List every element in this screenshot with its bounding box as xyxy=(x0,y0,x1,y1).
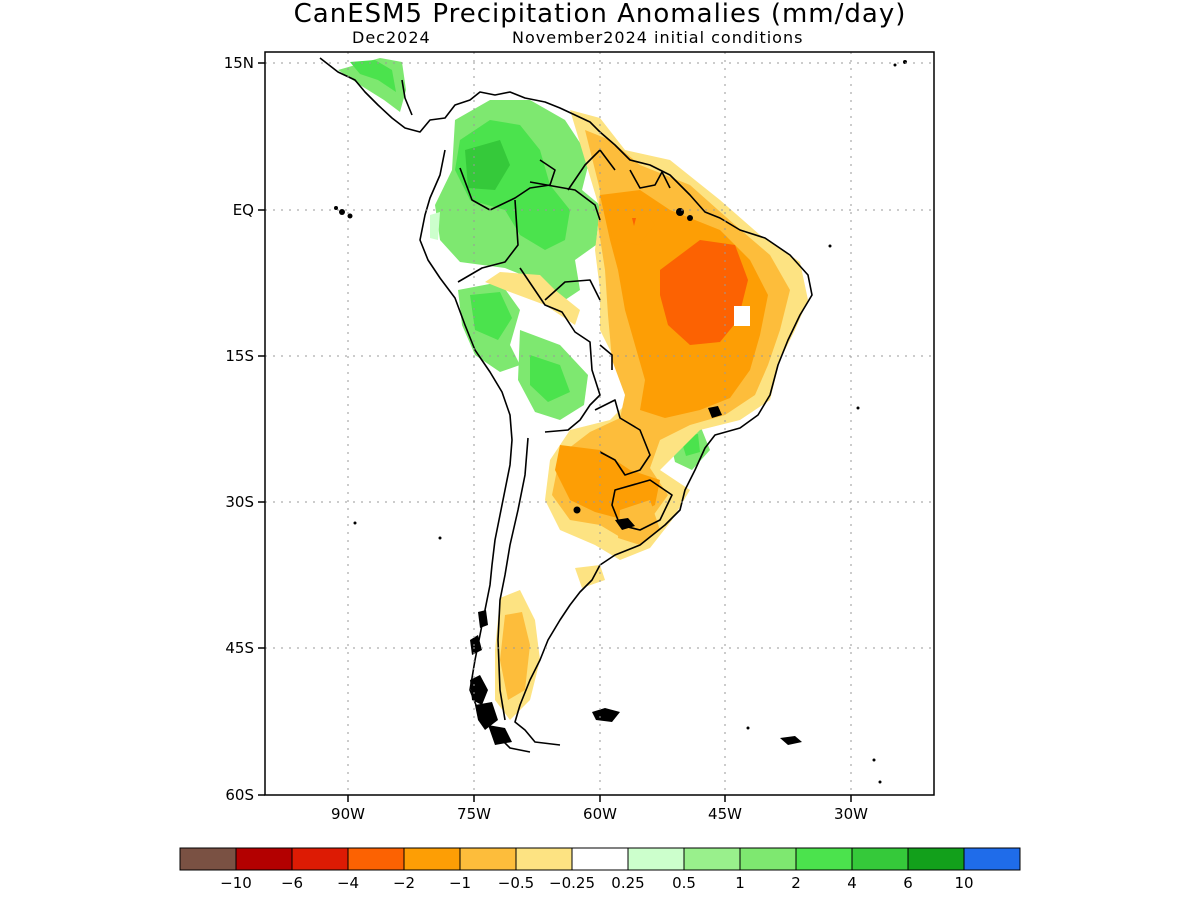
colorbar-swatch xyxy=(627,847,685,871)
colorbar: −10 −6 −4 −2 −1 −0.5 −0.25 0.25 0.5 1 2 4 6 10 xyxy=(179,847,1021,892)
lon-label-30w: 30W xyxy=(834,805,868,823)
colorbar-label: −10 xyxy=(220,874,252,892)
colorbar-swatch xyxy=(739,847,797,871)
lon-label-75w: 75W xyxy=(457,805,491,823)
map-title: CanESM5 Precipitation Anomalies (mm/day) xyxy=(293,0,907,29)
colorbar-label: 0.25 xyxy=(611,874,644,892)
colorbar-label: −0.5 xyxy=(498,874,534,892)
colorbar-swatch xyxy=(235,847,293,871)
lat-labels: 15N EQ 15S 30S 45S 60S xyxy=(224,54,254,804)
colorbar-swatch xyxy=(347,847,405,871)
initial-conditions-label: November2024 initial conditions xyxy=(512,28,804,47)
colorbar-swatch xyxy=(291,847,349,871)
lat-label-eq: EQ xyxy=(233,201,254,219)
colorbar-swatch xyxy=(907,847,965,871)
colorbar-label: −1 xyxy=(449,874,471,892)
lat-label-45s: 45S xyxy=(225,639,254,657)
colorbar-label: −2 xyxy=(393,874,415,892)
axis-ticks xyxy=(258,62,852,802)
lon-labels: 90W 75W 60W 45W 30W xyxy=(331,805,868,823)
lat-label-15s: 15S xyxy=(225,347,254,365)
colorbar-label: 0.5 xyxy=(672,874,696,892)
colorbar-label: 2 xyxy=(791,874,801,892)
lat-label-15n: 15N xyxy=(224,54,254,72)
coastlines xyxy=(319,57,813,753)
colorbar-swatch xyxy=(571,847,629,871)
lon-label-45w: 45W xyxy=(708,805,742,823)
lon-label-60w: 60W xyxy=(583,805,617,823)
colorbar-label: −0.25 xyxy=(549,874,595,892)
colorbar-label: −4 xyxy=(337,874,359,892)
colorbar-label: 10 xyxy=(954,874,973,892)
wet-anomaly-regions xyxy=(338,58,710,470)
lat-label-30s: 30S xyxy=(225,493,254,511)
lat-label-60s: 60S xyxy=(225,786,254,804)
colorbar-swatch xyxy=(683,847,741,871)
valid-month-label: Dec2024 xyxy=(352,28,431,47)
colorbar-swatch xyxy=(515,847,573,871)
colorbar-swatch xyxy=(179,847,237,871)
colorbar-label: 4 xyxy=(847,874,857,892)
lon-label-90w: 90W xyxy=(331,805,365,823)
colorbar-swatch xyxy=(459,847,517,871)
colorbar-swatch xyxy=(795,847,853,871)
colorbar-swatch xyxy=(851,847,909,871)
colorbar-label: 6 xyxy=(903,874,913,892)
colorbar-label: −6 xyxy=(281,874,303,892)
islands xyxy=(334,60,907,784)
colorbar-swatch xyxy=(403,847,461,871)
colorbar-swatch xyxy=(963,847,1021,871)
dry-anomaly-regions xyxy=(485,110,808,720)
colorbar-label: 1 xyxy=(735,874,745,892)
anomaly-field xyxy=(319,57,907,784)
